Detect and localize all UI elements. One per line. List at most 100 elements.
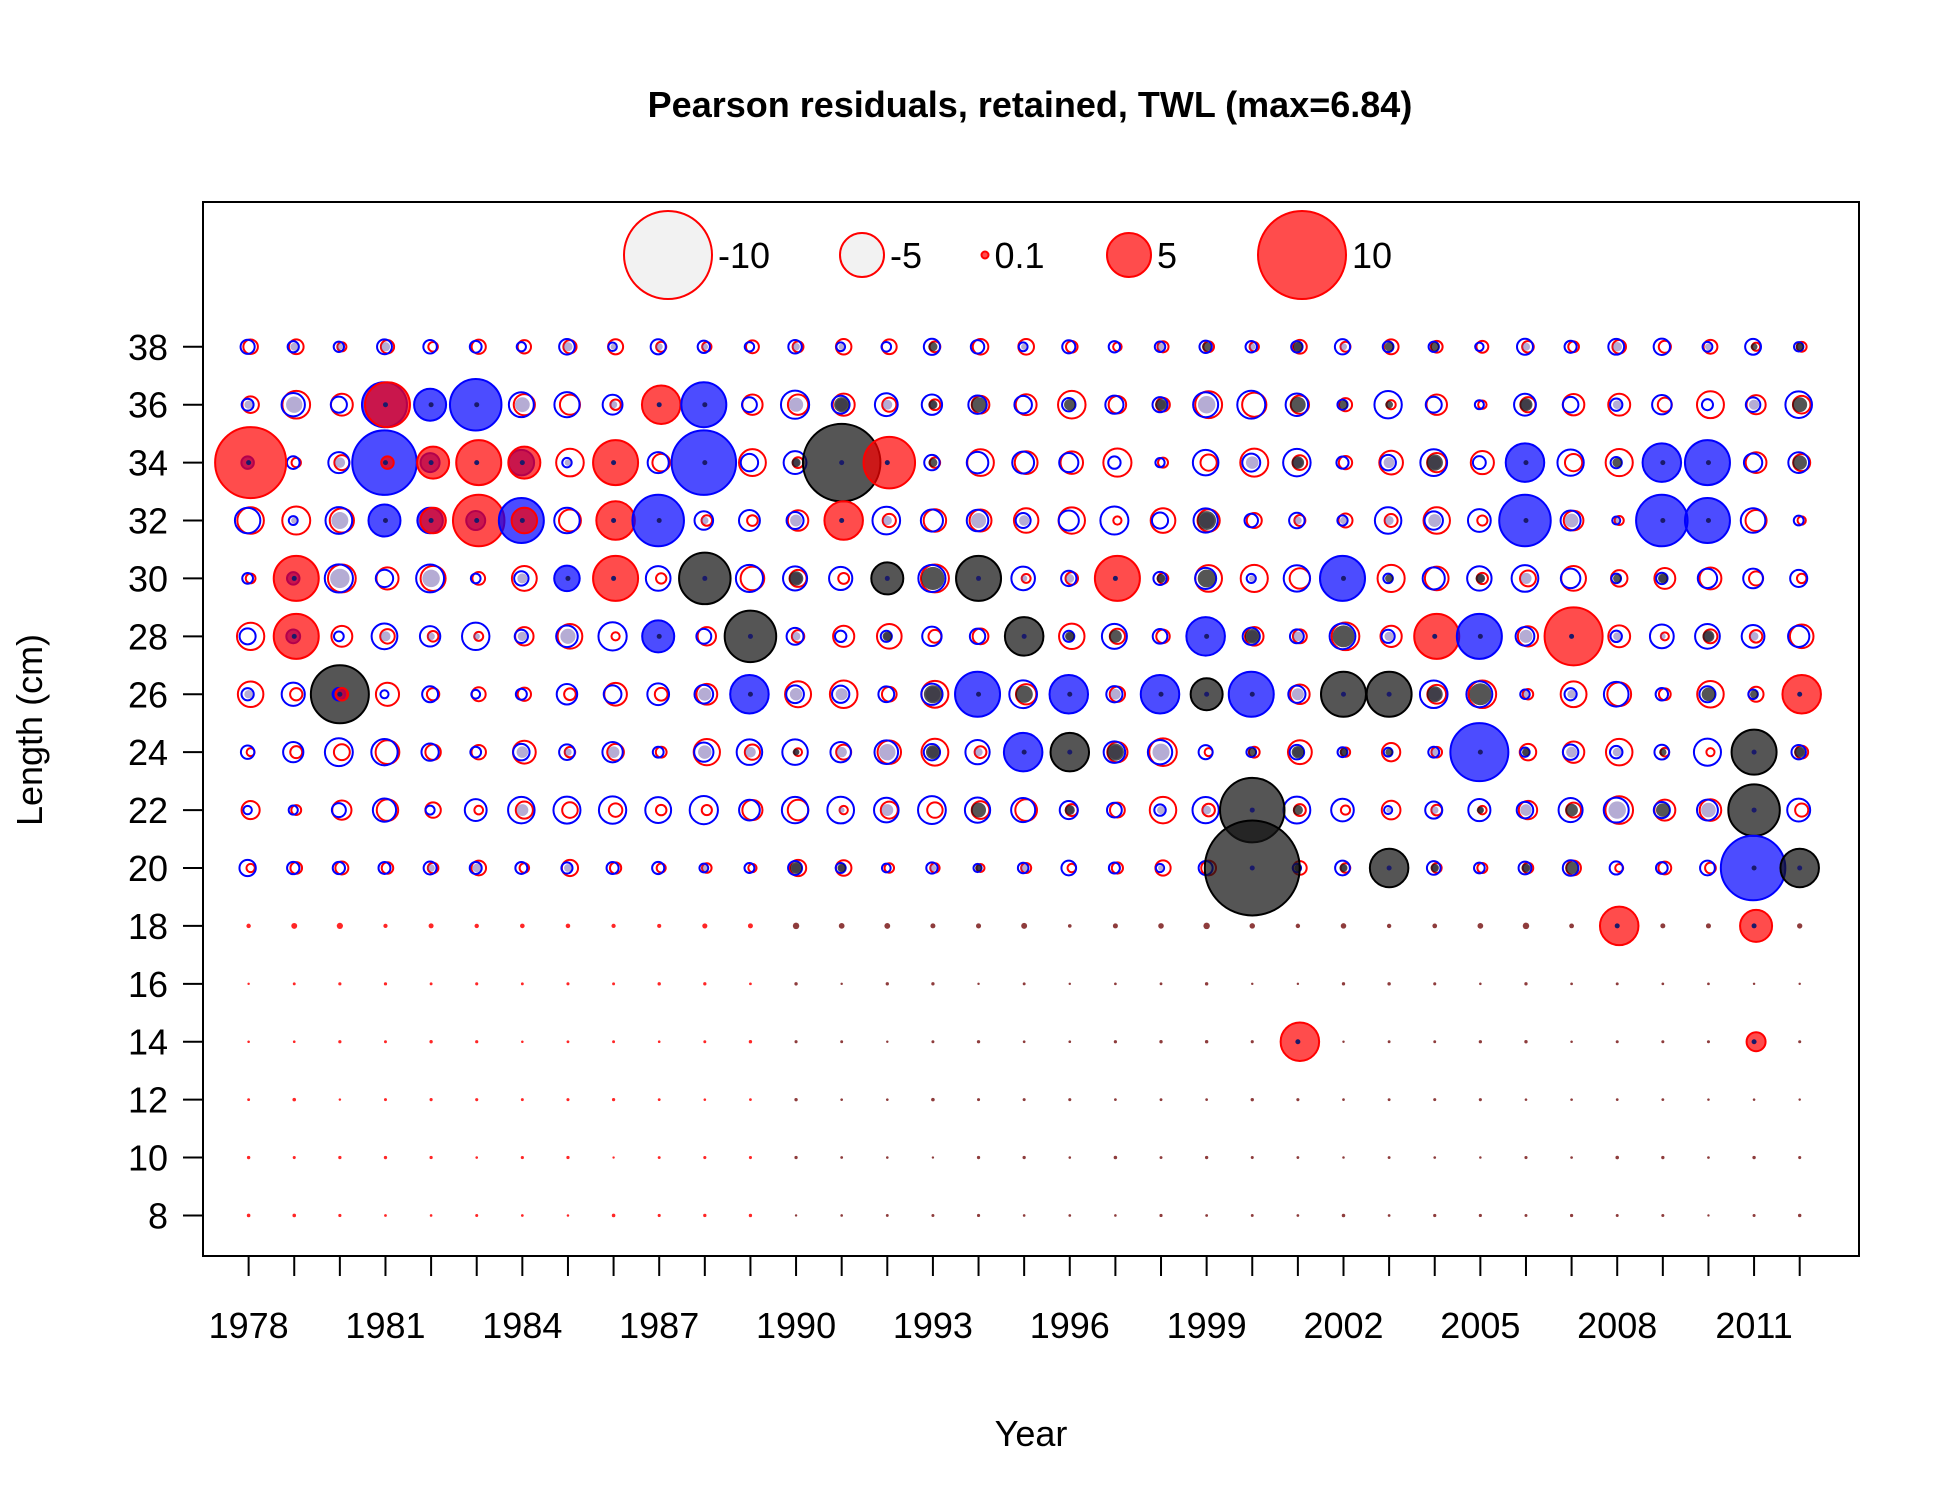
residual-bubble [1243,512,1259,529]
residual-bubble [881,512,897,529]
residual-bubble [1296,982,1300,986]
residual-bubble [1752,1213,1756,1217]
residual-bubble [1510,564,1540,593]
residual-bubble [1386,923,1392,929]
residual-bubble [1015,685,1033,703]
residual-bubble [514,687,528,701]
residual-bubble [566,1040,570,1044]
plot-frame [202,201,1860,1257]
residual-bubble [1559,567,1582,590]
residual-bubble [1380,742,1402,763]
residual-bubble-center [611,575,617,581]
residual-bubble [336,343,344,350]
residual-bubble [1792,514,1805,527]
residual-bubble [1423,565,1450,592]
residual-bubble [565,923,571,929]
residual-bubble [734,563,764,593]
residual-bubble [246,1213,251,1218]
residual-bubble [655,572,668,585]
residual-bubble [1570,1040,1573,1043]
residual-bubble [1342,1156,1345,1159]
residual-bubble-center [1751,1039,1757,1045]
residual-bubble [1613,514,1625,527]
residual-bubble [475,1040,479,1044]
residual-bubble [649,338,667,356]
residual-bubble [1707,1156,1710,1159]
residual-bubble [657,1213,661,1218]
residual-bubble [1789,568,1809,588]
residual-bubble [418,625,442,648]
residual-bubble-center [1477,633,1483,639]
residual-bubble [427,632,435,641]
residual-bubble-center [1751,865,1757,871]
residual-bubble [789,688,803,701]
residual-bubble [1569,1213,1574,1218]
residual-bubble [1566,746,1577,758]
y-tick-label: 32 [128,501,168,542]
residual-bubble [330,624,354,648]
residual-bubble [1614,517,1621,524]
residual-bubble [971,337,990,356]
legend-symbol [839,232,885,278]
residual-bubble [513,628,529,644]
residual-bubble [788,571,804,586]
residual-bubble [1057,509,1080,532]
residual-bubble [781,738,809,766]
residual-bubble [920,737,950,767]
residual-bubble [420,742,440,762]
residual-bubble [377,861,392,875]
residual-bubble [1204,982,1209,986]
residual-bubble [1112,923,1118,929]
residual-bubble [1337,454,1354,471]
residual-bubble [238,858,257,878]
residual-bubble [1797,1213,1802,1218]
residual-bubble [881,396,898,413]
residual-bubble [1113,1155,1118,1160]
residual-bubble [1150,511,1170,530]
y-tick-label: 12 [128,1080,168,1121]
residual-bubble [1067,924,1072,928]
residual-bubble [743,743,762,761]
residual-bubble [1245,511,1263,530]
residual-bubble [1514,625,1536,647]
residual-bubble [1151,628,1169,645]
y-tick-label: 36 [128,385,168,426]
residual-bubble [338,1213,342,1218]
residual-bubble [475,1213,479,1217]
residual-bubble [1557,797,1584,824]
residual-bubble [788,858,808,878]
residual-bubble [931,1156,935,1159]
residual-bubble [1244,629,1260,644]
residual-bubble [1615,982,1619,986]
residual-bubble-center [246,460,252,466]
residual-bubble [607,802,624,818]
residual-bubble [1705,923,1711,929]
residual-bubble [1570,1156,1573,1159]
residual-bubble [1707,982,1710,986]
residual-bubble-center [519,460,525,466]
residual-bubble [963,796,992,824]
residual-bubble [971,802,987,818]
residual-bubble [514,397,530,413]
residual-bubble [928,458,938,468]
residual-bubble-center [1067,749,1073,755]
residual-bubble [287,338,305,356]
residual-bubble [1239,563,1269,593]
residual-bubble [1742,567,1764,590]
residual-bubble [1110,688,1121,700]
residual-bubble [290,804,303,817]
residual-bubble [1476,514,1489,527]
residual-bubble [475,982,479,986]
residual-bubble [1794,802,1810,818]
residual-bubble [833,629,848,644]
residual-bubble [925,745,940,760]
residual-bubble [1705,747,1716,758]
residual-bubble [1612,457,1623,468]
residual-bubble [513,570,530,587]
residual-bubble [1339,343,1347,351]
residual-bubble [930,923,936,929]
residual-bubble [558,743,576,762]
residual-bubble [1203,922,1210,930]
residual-bubble-center [976,575,982,581]
residual-bubble [1061,339,1077,355]
